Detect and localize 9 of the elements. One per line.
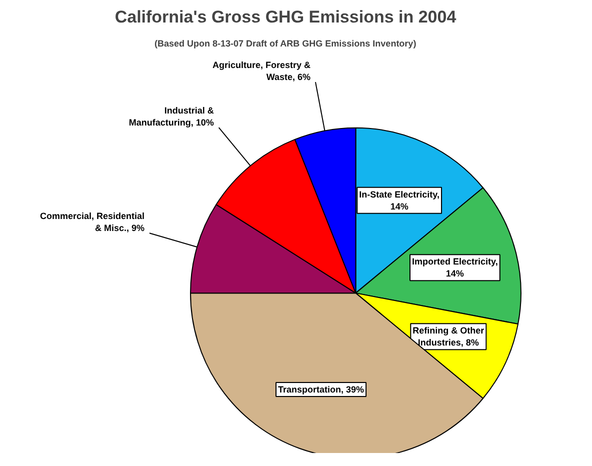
chart-title: California's Gross GHG Emissions in 2004	[114, 8, 457, 26]
slice-label: Industrial & Manufacturing, 10%	[128, 106, 214, 128]
slice-label: Imported Electricity, 14%	[412, 256, 498, 279]
slice-label: In-State Electricity, 14%	[359, 189, 440, 212]
chart-subtitle: (Based Upon 8-13-07 Draft of ARB GHG Emissions Inventory)	[154, 38, 416, 48]
slice-label: Transportation, 39%	[278, 384, 364, 394]
slice-label: Commercial, Residential & Misc., 9%	[40, 211, 145, 234]
slice-label: Agriculture, Forestry & Waste, 6%	[212, 60, 312, 82]
slice-label: Refining & Other Industries, 8%	[412, 326, 485, 348]
